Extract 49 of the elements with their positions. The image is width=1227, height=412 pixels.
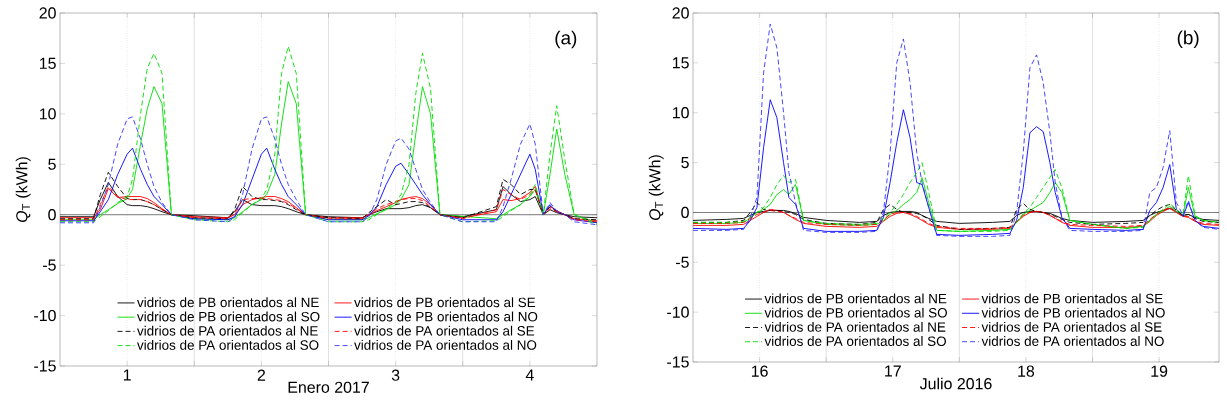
x-tick-label: 2: [257, 369, 266, 381]
y-tick-label: 15: [39, 57, 56, 69]
annotation: (a): [555, 30, 577, 49]
legend-label: vidrios de PA orientados al NE: [764, 321, 946, 332]
legend-label: vidrios de PB orientados al NE: [137, 297, 319, 308]
y-tick-label: 0: [681, 206, 689, 219]
legend-label: vidrios de PB orientados al NO: [354, 311, 538, 322]
annotation: (b): [1177, 30, 1199, 49]
x-tick-label: 4: [525, 369, 534, 381]
x-tick-label: 1: [123, 369, 131, 381]
legend-label: vidrios de PA orientados al NO: [981, 336, 1164, 346]
y-tick-label: 5: [681, 157, 689, 169]
x-axis-title: Julio 2016: [919, 377, 992, 390]
x-axis-title: Enero 2017: [288, 381, 369, 393]
line-series: [60, 116, 598, 226]
legend-label: vidrios de PB orientados al NO: [981, 307, 1165, 318]
legend-label: vidrios de PA orientados al NO: [354, 339, 537, 350]
x-tick-label: 17: [885, 365, 901, 377]
x-tick-label: 18: [1018, 365, 1035, 377]
y-tick-label: 20: [672, 7, 689, 19]
x-tick-label: 3: [391, 369, 400, 381]
legend-label: vidrios de PB orientados al SE: [354, 297, 536, 308]
line-series: [693, 23, 1220, 237]
y-tick-label: -5: [676, 256, 689, 268]
line-series: [693, 99, 1220, 236]
legend-label: vidrios de PB orientados al SO: [764, 307, 947, 318]
y-tick-label: 5: [48, 158, 56, 170]
legend-label: vidrios de PA orientados al SE: [981, 321, 1162, 332]
legend-label: vidrios de PA orientados al NE: [137, 325, 318, 336]
y-tick-label: -15: [34, 360, 56, 372]
x-tick-label: 19: [1151, 365, 1168, 377]
legend-label: vidrios de PB orientados al NE: [764, 293, 947, 304]
y-tick-label: -15: [667, 356, 689, 368]
y-tick-label: 10: [39, 108, 56, 120]
legend-label: vidrios de PA orientados al SE: [354, 325, 535, 336]
legend-label: vidrios de PB orientados al SE: [981, 293, 1163, 304]
y-tick-label: 10: [672, 107, 689, 119]
legend-label: vidrios de PA orientados al SO: [137, 339, 319, 350]
y-tick-label: -5: [43, 259, 56, 271]
y-tick-label: 20: [39, 7, 56, 19]
y-tick-label: -10: [34, 309, 56, 322]
x-tick-label: 16: [751, 365, 768, 377]
y-tick-label: 15: [672, 57, 689, 69]
y-tick-label: -10: [667, 306, 689, 318]
y-axis-title: Q$_{T}$ (kWh): [15, 157, 31, 223]
legend-label: vidrios de PB orientados al SO: [137, 311, 320, 322]
legend-label: vidrios de PA orientados al SO: [764, 336, 946, 346]
y-tick-label: 0: [48, 209, 56, 221]
y-axis-title: Q$_{T}$ (kWh): [648, 155, 664, 221]
